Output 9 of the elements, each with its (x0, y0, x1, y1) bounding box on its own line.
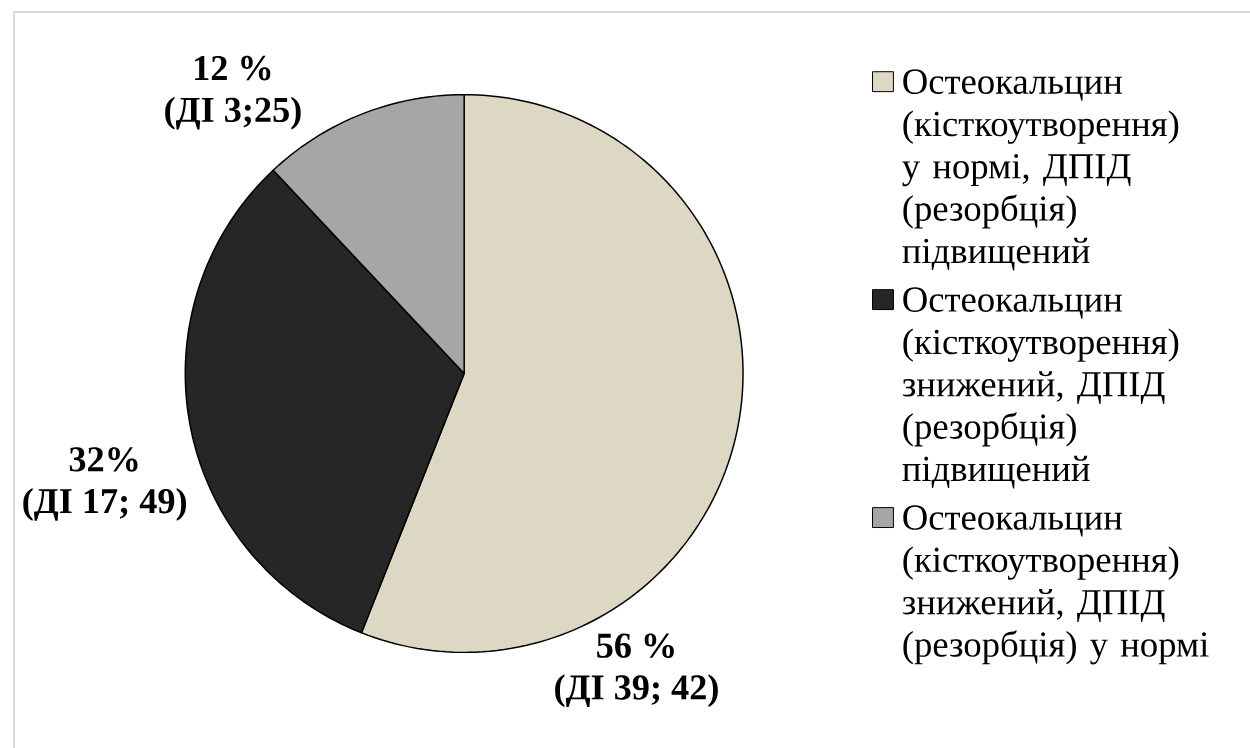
text: (ДІ 17; 49) (23, 487, 187, 521)
data-label: 12 % (195, 55, 271, 81)
legend-label: Остеокальцин (кісткоутворення) знижений, ДПІД (резорбція) підвищений (902, 287, 1179, 489)
legend-label: Остеокальцин (кісткоутворення) знижений, ДПІД (резорбція) у нормі (902, 505, 1209, 665)
legend-label: Остеокальцин (кісткоутворення) у нормі, ДПІД (резорбція) підвищений (902, 69, 1179, 271)
data-label: 32% (69, 447, 138, 472)
text: (ДІ 39; 42) (555, 674, 718, 708)
data-label: 56 % (597, 633, 674, 658)
text: (ДІ 3;25) (165, 96, 301, 130)
